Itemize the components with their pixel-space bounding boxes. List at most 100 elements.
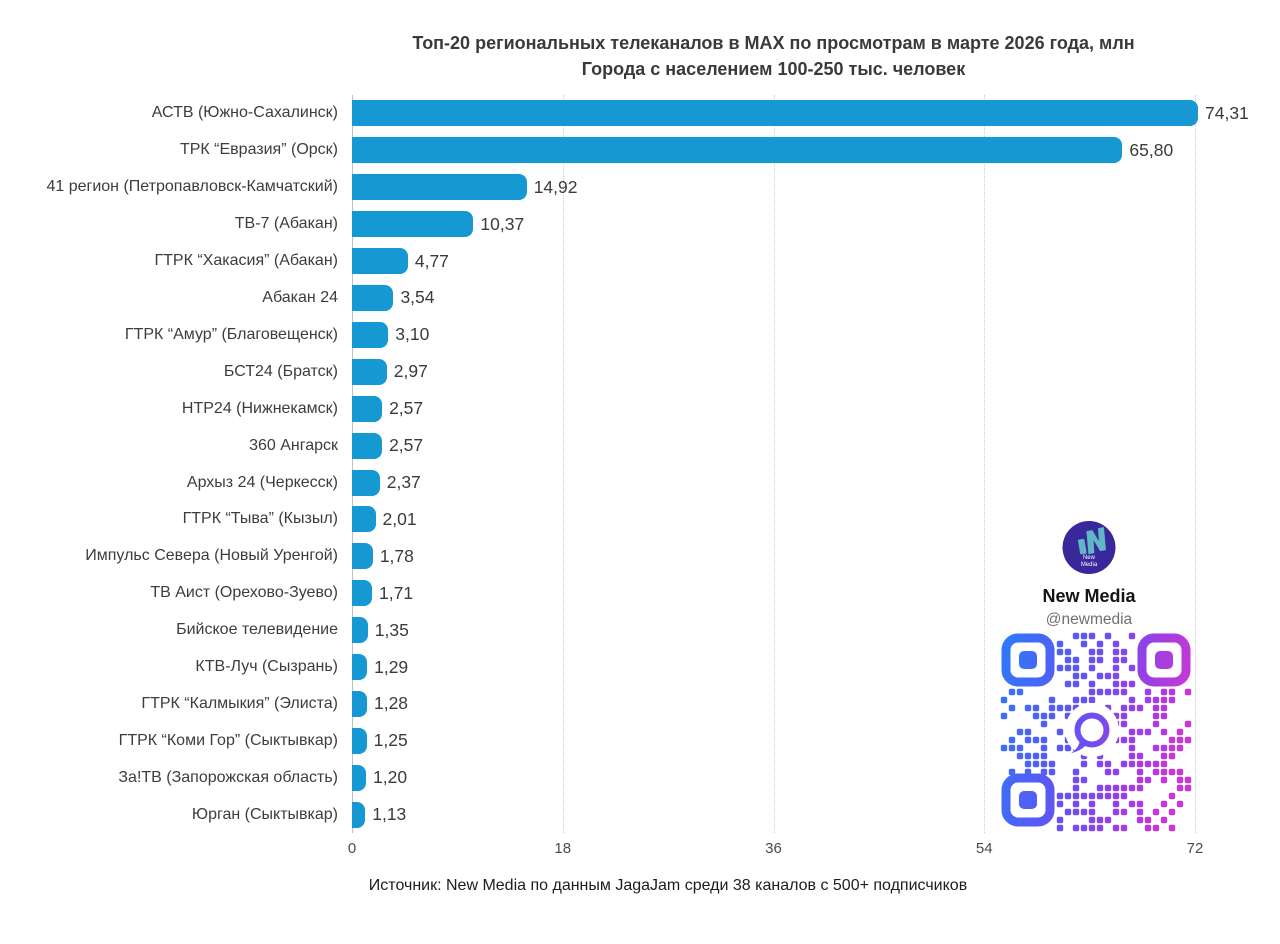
bar xyxy=(352,727,367,754)
bar-row: Юрган (Сыктывкар) 1,13 xyxy=(0,796,1280,833)
category-label: 360 Ангарск xyxy=(249,436,338,454)
bar-track: 2,97 xyxy=(352,353,1280,390)
bar-track: 2,37 xyxy=(352,464,1280,501)
category-label: Импульс Севера (Новый Уренгой) xyxy=(85,547,338,565)
bar-track: 1,28 xyxy=(352,686,1280,723)
chart-title: Топ-20 региональных телеканалов в MAX по… xyxy=(352,30,1195,82)
category-label: ГТРК “Тыва” (Кызыл) xyxy=(182,510,338,528)
bar-track: 1,20 xyxy=(352,759,1280,796)
category-label: ТРК “Евразия” (Орск) xyxy=(179,141,338,159)
bar-row: ТВ-7 (Абакан) 10,37 xyxy=(0,206,1280,243)
value-label: 2,57 xyxy=(389,435,424,456)
bar-row: Абакан 24 3,54 xyxy=(0,280,1280,317)
bar-track: 14,92 xyxy=(352,169,1280,206)
bar xyxy=(352,100,1198,127)
bar-row: БСТ24 (Братск) 2,97 xyxy=(0,353,1280,390)
bar-row: ГТРК “Хакасия” (Абакан) 4,77 xyxy=(0,243,1280,280)
plot-area xyxy=(352,95,1196,833)
branding-block: New Media New Media @newmedia xyxy=(1042,521,1136,629)
bar-row: Бийское телевидение 1,35 xyxy=(0,612,1280,649)
bar-row: АСТВ (Южно-Сахалинск) 74,31 xyxy=(0,95,1280,132)
bar-track: 3,10 xyxy=(352,316,1280,353)
category-label: КТВ-Луч (Сызрань) xyxy=(195,658,338,676)
value-label: 10,37 xyxy=(480,213,525,234)
bar-row: ТВ Аист (Орехово-Зуево) 1,71 xyxy=(0,575,1280,612)
bar xyxy=(352,469,380,496)
category-label: АСТВ (Южно-Сахалинск) xyxy=(151,104,338,122)
value-label: 2,57 xyxy=(389,398,424,419)
bar-track: 1,13 xyxy=(352,796,1280,833)
bar xyxy=(352,358,387,385)
bar-row: 41 регион (Петропавловск-Камчатский) 14,9… xyxy=(0,169,1280,206)
bar-row: ГТРК “Амур” (Благовещенск) 3,10 xyxy=(0,316,1280,353)
category-label: За!ТВ (Запорожская область) xyxy=(118,768,338,786)
bar-row: ТРК “Евразия” (Орск) 65,80 xyxy=(0,132,1280,169)
value-label: 4,77 xyxy=(414,250,449,271)
bar-row: НТР24 (Нижнекамск) 2,57 xyxy=(0,390,1280,427)
bar-track: 1,71 xyxy=(352,575,1280,612)
category-label: Бийское телевидение xyxy=(176,621,338,639)
bar-row: ГТРК “Тыва” (Кызыл) 2,01 xyxy=(0,501,1280,538)
value-label: 2,97 xyxy=(393,361,428,382)
value-label: 1,13 xyxy=(372,804,407,825)
bar xyxy=(352,690,367,717)
brand-handle: @newmedia xyxy=(1045,611,1133,628)
bar xyxy=(352,801,366,828)
bar xyxy=(352,284,394,311)
x-tick-label: 54 xyxy=(975,840,993,857)
bar xyxy=(352,580,373,607)
qr-center-logo xyxy=(1065,703,1119,757)
value-label: 3,54 xyxy=(400,287,435,308)
bar-row: ГТРК “Калмыкия” (Элиста) 1,28 xyxy=(0,686,1280,723)
bar xyxy=(352,137,1123,164)
y-axis-line xyxy=(352,95,353,833)
qr-code xyxy=(1000,632,1192,832)
logo-text-line1: New xyxy=(1083,555,1096,561)
value-label: 3,10 xyxy=(395,324,430,345)
bar xyxy=(352,764,367,791)
bar-track: 2,57 xyxy=(352,427,1280,464)
bar-track: 4,77 xyxy=(352,243,1280,280)
bar-row: ГТРК “Коми Гор” (Сыктывкар) 1,25 xyxy=(0,722,1280,759)
category-label: ГТРК “Амур” (Благовещенск) xyxy=(124,325,338,343)
bar xyxy=(352,432,383,459)
bar-track: 65,80 xyxy=(352,132,1280,169)
bar-track: 2,01 xyxy=(352,501,1280,538)
value-label: 1,29 xyxy=(374,656,409,677)
bar-rows: АСТВ (Южно-Сахалинск) 74,31 ТРК “Евразия” … xyxy=(0,95,1280,833)
value-label: 1,20 xyxy=(373,767,408,788)
gridline xyxy=(1195,95,1196,833)
bar xyxy=(352,174,527,201)
value-label: 14,92 xyxy=(533,176,578,197)
category-label: НТР24 (Нижнекамск) xyxy=(181,399,338,417)
gridline xyxy=(773,95,775,833)
value-label: 2,01 xyxy=(382,508,417,529)
qr-finder-bottom-left xyxy=(1001,773,1055,827)
qr-finder-top-left xyxy=(1001,633,1055,687)
gridline xyxy=(562,95,564,833)
new-media-logo-icon: New Media xyxy=(1062,521,1116,574)
bar-track: 3,54 xyxy=(352,280,1280,317)
bar xyxy=(352,543,373,570)
bar xyxy=(352,395,383,422)
chart-title-line1: Топ-20 региональных телеканалов в MAX по… xyxy=(412,33,1135,53)
value-label: 74,31 xyxy=(1205,102,1249,123)
value-label: 1,78 xyxy=(379,545,414,566)
qr-finder-top-right xyxy=(1137,633,1191,687)
logo-text-line2: Media xyxy=(1081,562,1098,568)
category-label: 41 регион (Петропавловск-Камчатский) xyxy=(46,178,338,196)
bar-track: 1,25 xyxy=(352,722,1280,759)
bar xyxy=(352,248,408,275)
value-label: 1,28 xyxy=(373,693,409,714)
source-note: Источник: New Media по данным JagaJam ср… xyxy=(368,877,968,894)
bar xyxy=(352,617,368,644)
value-label: 1,35 xyxy=(374,619,409,640)
category-label: Архыз 24 (Черкесск) xyxy=(186,473,338,491)
x-tick-label: 18 xyxy=(554,840,572,857)
category-label: ГТРК “Хакасия” (Абакан) xyxy=(154,252,338,270)
chart-title-line2: Города с населением 100-250 тыс. человек xyxy=(581,59,966,79)
brand-name: New Media xyxy=(1042,586,1136,606)
bar xyxy=(352,321,389,348)
value-label: 1,71 xyxy=(379,582,414,603)
